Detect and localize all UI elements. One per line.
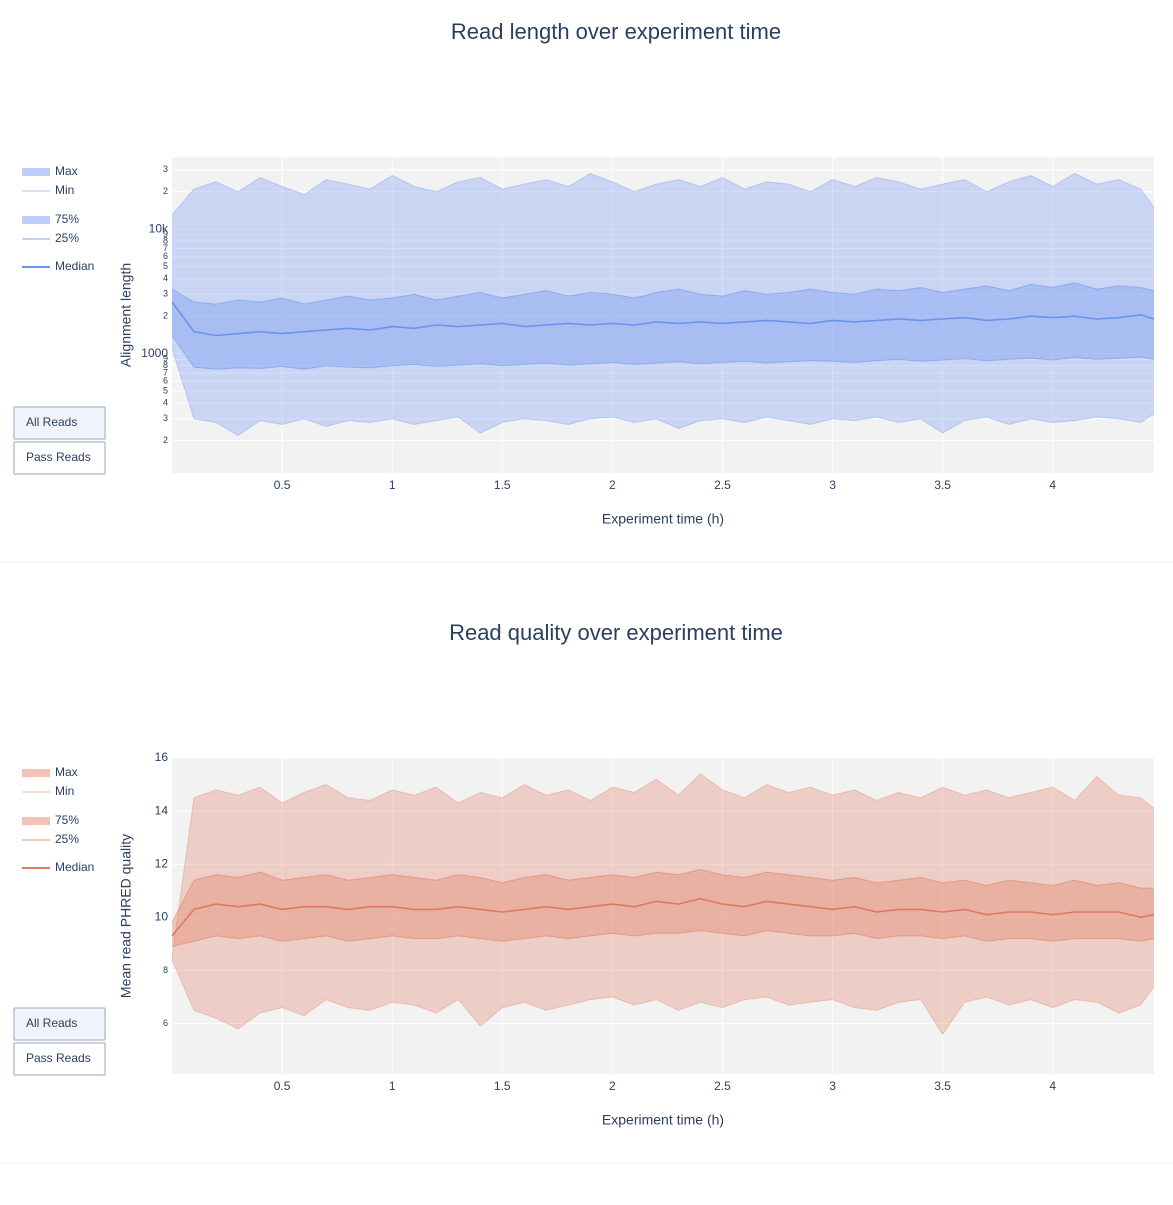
y-tick-label: 9 (163, 229, 168, 239)
x-tick-label: 2 (609, 478, 616, 492)
legend-label: 75% (55, 212, 79, 226)
legend-label: Max (55, 164, 78, 178)
legend-label: Max (55, 765, 78, 779)
legend-swatch (22, 216, 50, 224)
x-tick-label: 3 (829, 478, 836, 492)
x-tick-label: 3.5 (934, 478, 951, 492)
x-tick-label: 1 (389, 478, 396, 492)
y-tick-label: 2 (163, 186, 168, 196)
series-line (171, 868, 1154, 923)
y-tick-label: 5 (163, 386, 168, 396)
button-box[interactable] (13, 1042, 106, 1076)
filter-button[interactable]: All Reads (13, 1007, 106, 1041)
y-tick-label: 10 (155, 909, 169, 923)
y-tick-label: 4 (163, 273, 168, 283)
x-tick-label: 3 (829, 1079, 836, 1093)
button-box[interactable] (13, 1007, 106, 1041)
filter-button[interactable]: Pass Reads (13, 441, 106, 475)
y-tick-label: 7 (163, 367, 168, 377)
series-line (171, 930, 1155, 947)
band-fill (172, 173, 1154, 436)
y-tick-label: 12 (155, 856, 169, 870)
y-tick-label: 8 (163, 236, 168, 246)
button-box[interactable] (13, 406, 106, 440)
series-line (171, 348, 1155, 437)
y-tick-label: 8 (163, 965, 168, 975)
y-tick-label: 6 (163, 251, 168, 261)
button-label[interactable]: All Reads (26, 415, 77, 429)
chart-title: Read length over experiment time (451, 19, 781, 44)
y-tick-label: 7 (163, 243, 168, 253)
chart-panel: Read length over experiment time23456789… (0, 19, 1173, 563)
y-tick-label: 2 (163, 435, 168, 445)
chart-title: Read quality over experiment time (449, 620, 783, 645)
x-tick-label: 0.5 (274, 478, 291, 492)
x-tick-label: 1 (389, 1079, 396, 1093)
plot-background (172, 157, 1154, 473)
series-line (171, 959, 1155, 1036)
filter-button[interactable]: All Reads (13, 406, 106, 440)
x-tick-label: 3.5 (934, 1079, 951, 1093)
legend-swatch (22, 769, 50, 777)
band-fill (172, 282, 1154, 370)
chart-panel: Read quality over experiment time6810121… (0, 620, 1173, 1164)
button-label[interactable]: All Reads (26, 1016, 77, 1030)
y-tick-label: 1000 (141, 346, 168, 360)
y-tick-label: 3 (163, 413, 168, 423)
x-tick-label: 1.5 (494, 1079, 511, 1093)
x-tick-label: 0.5 (274, 1079, 291, 1093)
y-tick-label: 2 (163, 311, 168, 321)
series-line (171, 301, 1155, 337)
legend-label: Median (55, 259, 94, 273)
legend-label: Median (55, 860, 94, 874)
x-axis-label: Experiment time (h) (602, 1112, 724, 1128)
y-axis-label: Mean read PHRED quality (118, 834, 134, 998)
x-tick-label: 4 (1049, 478, 1056, 492)
button-box[interactable] (13, 441, 106, 475)
y-axis-label: Alignment length (118, 263, 134, 367)
y-tick-label: 16 (155, 750, 169, 764)
series-line (171, 335, 1155, 370)
legend-swatch (22, 168, 50, 176)
band-fill (172, 773, 1154, 1035)
y-tick-label: 3 (163, 289, 168, 299)
x-tick-label: 2.5 (714, 1079, 731, 1093)
series-line (171, 282, 1155, 305)
y-tick-label: 14 (155, 803, 169, 817)
y-tick-label: 8 (163, 360, 168, 370)
y-tick-label: 6 (163, 376, 168, 386)
band-fill (172, 869, 1154, 947)
x-tick-label: 2 (609, 1079, 616, 1093)
legend-label: 25% (55, 231, 79, 245)
legend-label: Min (55, 784, 74, 798)
y-tick-label: 3 (163, 164, 168, 174)
legend-label: 75% (55, 813, 79, 827)
series-line (171, 773, 1155, 958)
x-tick-label: 2.5 (714, 478, 731, 492)
filter-button[interactable]: Pass Reads (13, 1042, 106, 1076)
button-label[interactable]: Pass Reads (26, 450, 91, 464)
series-line (171, 172, 1155, 216)
x-tick-label: 4 (1049, 1079, 1056, 1093)
y-tick-label: 10k (149, 221, 169, 235)
y-tick-label: 9 (163, 354, 168, 364)
legend-swatch (22, 817, 50, 825)
legend-label: 25% (55, 832, 79, 846)
y-tick-label: 6 (163, 1018, 168, 1028)
button-label[interactable]: Pass Reads (26, 1051, 91, 1065)
y-tick-label: 5 (163, 261, 168, 271)
y-tick-label: 4 (163, 398, 168, 408)
series-line (171, 897, 1155, 937)
x-tick-label: 1.5 (494, 478, 511, 492)
x-axis-label: Experiment time (h) (602, 511, 724, 527)
legend-label: Min (55, 183, 74, 197)
